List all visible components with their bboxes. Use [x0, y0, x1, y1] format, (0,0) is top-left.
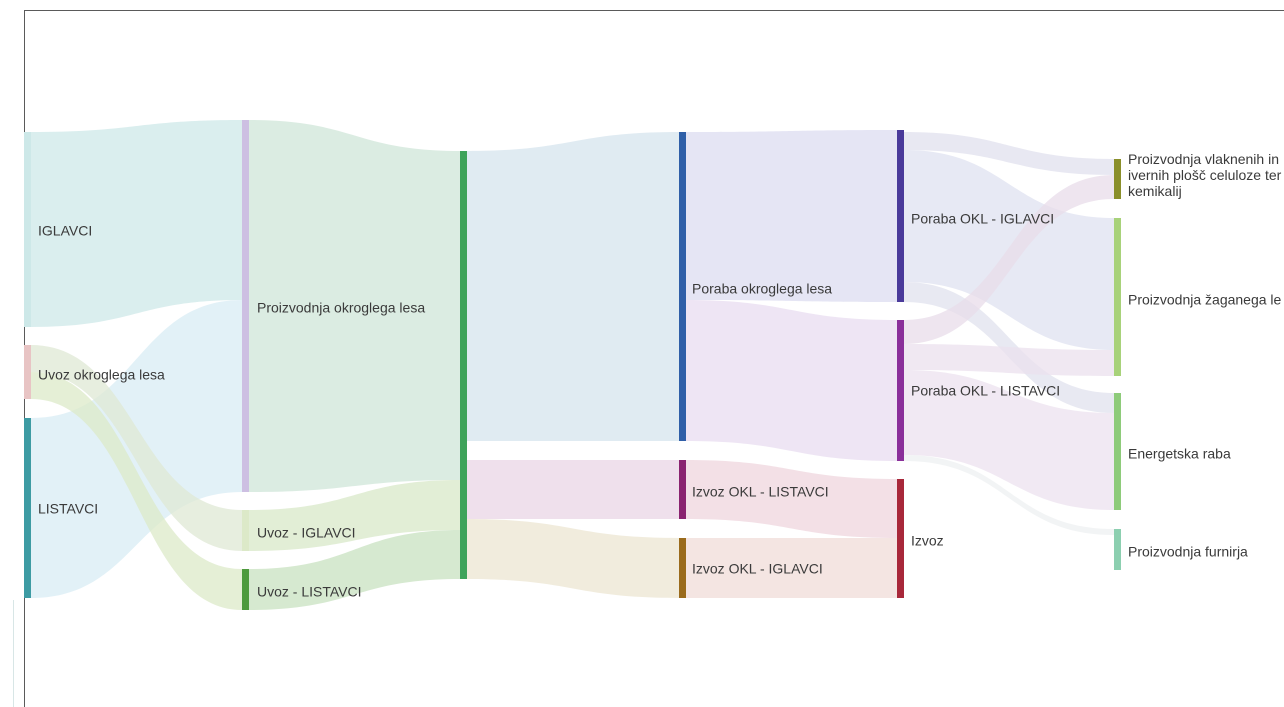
node-label-uvoz_okl: Uvoz okroglega lesa [38, 367, 165, 383]
link-poraba_okl_listavci-to-vlaknene [904, 175, 1114, 344]
node-poraba_okl_listavci [897, 320, 904, 461]
link-poraba_okl_listavci-to-energetska [904, 370, 1114, 510]
link-skupaj-to-izvoz_okl_iglavci [467, 519, 679, 598]
node-vlaknene [1114, 159, 1121, 199]
node-izvoz_okl_iglavci [679, 538, 686, 598]
node-label-poraba_okl_listavci: Poraba OKL - LISTAVCI [911, 383, 1060, 399]
node-label-izvoz: Izvoz [911, 533, 944, 549]
link-poraba_okl_iglavci-to-vlaknene [904, 132, 1114, 175]
link-poraba_okl_listavci-to-furnir [904, 455, 1114, 535]
node-iglavci [24, 132, 31, 327]
left-margin [0, 0, 24, 707]
node-label-zagan: Proizvodnja žaganega le [1128, 292, 1282, 308]
link-poraba_okl-to-poraba_okl_listavci [686, 300, 897, 461]
node-furnir [1114, 529, 1121, 570]
link-uvoz_okl-to-uvoz_listavci [31, 372, 242, 610]
node-listavci [24, 418, 31, 598]
node-label-furnir: Proizvodnja furnirja [1128, 544, 1248, 560]
node-label-uvoz_iglavci: Uvoz - IGLAVCI [257, 525, 356, 541]
node-label-izvoz_okl_iglavci: Izvoz OKL - IGLAVCI [692, 561, 823, 577]
node-skupaj [460, 151, 467, 579]
link-poraba_okl_listavci-to-zagan [904, 344, 1114, 376]
sankey-labels: IGLAVCI Uvoz okroglega lesa LISTAVCI Proizv… [38, 151, 1282, 600]
link-izvoz_okl_listavci-to-izvoz [686, 460, 897, 538]
node-label-energetska: Energetska raba [1128, 446, 1231, 462]
node-label-poraba_okl_iglavci: Poraba OKL - IGLAVCI [911, 211, 1054, 227]
node-label-uvoz_listavci: Uvoz - LISTAVCI [257, 584, 362, 600]
link-poraba_okl-to-poraba_okl_iglavci [686, 130, 897, 302]
node-poraba_okl_iglavci [897, 130, 904, 302]
node-izvoz [897, 479, 904, 598]
node-label-vlaknene: Proizvodnja vlaknenih in ivernih plošč ce… [1128, 151, 1282, 199]
link-proizvodnja_okl-to-skupaj [249, 120, 460, 492]
node-label-listavci: LISTAVCI [38, 501, 98, 517]
node-zagan [1114, 218, 1121, 376]
link-iglavci-to-proizvodnja_okl [31, 120, 242, 327]
node-poraba_okl [679, 132, 686, 441]
node-energetska [1114, 393, 1121, 510]
node-izvoz_okl_listavci [679, 460, 686, 519]
link-uvoz_okl-to-uvoz_iglavci [31, 345, 242, 551]
link-izvoz_okl_iglavci-to-izvoz [686, 538, 897, 598]
link-skupaj-to-poraba_okl [467, 132, 679, 441]
node-label-izvoz_okl_listavci: Izvoz OKL - LISTAVCI [692, 484, 829, 500]
node-label-proizvodnja_okl: Proizvodnja okroglega lesa [257, 300, 425, 316]
node-label-iglavci: IGLAVCI [38, 223, 92, 239]
edge-line [13, 600, 14, 707]
sankey-nodes [24, 120, 1121, 610]
frame-top-border [24, 10, 1284, 11]
node-uvoz_iglavci [242, 510, 249, 551]
link-uvoz_listavci-to-skupaj [249, 530, 460, 610]
node-uvoz_listavci [242, 569, 249, 610]
node-uvoz_okl [24, 345, 31, 399]
link-uvoz_iglavci-to-skupaj [249, 480, 460, 551]
link-skupaj-to-izvoz_okl_listavci [467, 460, 679, 519]
node-label-poraba_okl: Poraba okroglega lesa [692, 281, 832, 297]
sankey-links [31, 120, 1114, 610]
node-proizvodnja_okl [242, 120, 249, 492]
